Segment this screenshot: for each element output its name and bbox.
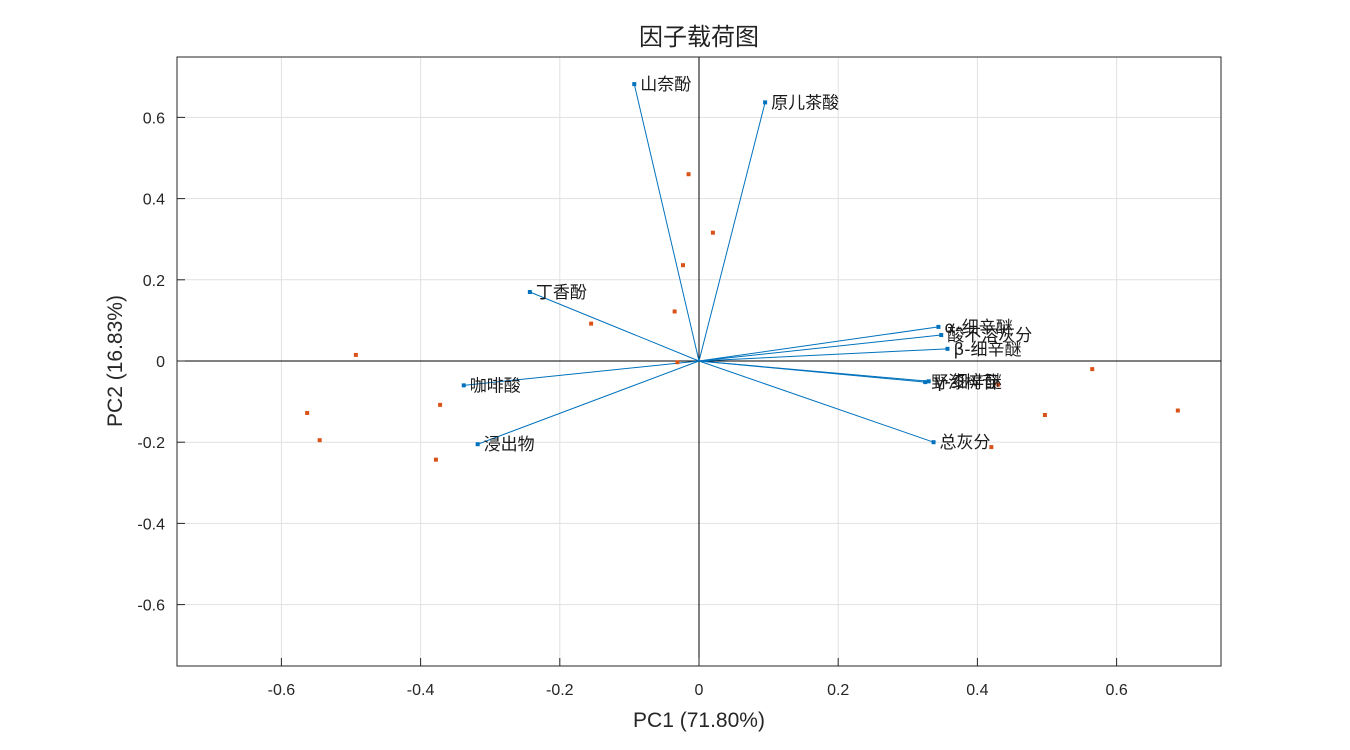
y-tick-label: -0.2 [137, 435, 165, 452]
loading-vector [698, 360, 929, 382]
loading-point [763, 100, 768, 105]
loading-label: 原儿茶酸 [771, 93, 839, 113]
score-point [1175, 408, 1180, 413]
loading-label: 总灰分 [940, 433, 991, 453]
chart-title: 因子载荷图 [639, 23, 759, 51]
loading-point [632, 82, 637, 87]
x-tick-label: 0 [695, 682, 704, 699]
loading-vector [529, 291, 700, 362]
loading-vector [698, 102, 766, 362]
score-point [672, 309, 677, 314]
loading-vector [698, 334, 942, 362]
x-tick-label: -0.6 [268, 682, 296, 699]
loading-vector [633, 83, 700, 362]
loading-point [931, 440, 936, 445]
y-axis-label: PC2 (16.83%) [104, 295, 127, 427]
loading-label: 酸不溶灰分 [947, 326, 1032, 346]
score-point [680, 263, 685, 268]
loading-vector [698, 348, 948, 362]
y-tick-label: 0 [156, 354, 165, 371]
loading-point [527, 289, 532, 294]
loading-vector [698, 360, 934, 443]
loading-label: 丁香酚 [536, 283, 587, 303]
score-point [1042, 412, 1047, 417]
score-point [996, 382, 1001, 387]
x-tick-label: 0.4 [966, 682, 988, 699]
y-tick-label: 0.2 [143, 273, 165, 290]
x-tick-label: -0.2 [546, 682, 574, 699]
loading-point [926, 379, 931, 384]
loading-label: 浸出物 [484, 435, 535, 455]
loading-label: 山奈酚 [640, 75, 691, 95]
score-point [675, 360, 680, 365]
score-point [353, 352, 358, 357]
loading-vectors [461, 82, 950, 447]
y-tick-label: 0.6 [143, 110, 165, 127]
loading-label: γ-细辛醚 [935, 372, 1002, 392]
score-point [589, 321, 594, 326]
loading-point [923, 380, 928, 385]
loading-label: α-细辛醚 [944, 318, 1012, 338]
score-point [317, 438, 322, 443]
x-tick-label: 0.2 [827, 682, 849, 699]
score-point [710, 230, 715, 235]
y-tick-label: -0.4 [137, 516, 165, 533]
score-point [438, 402, 443, 407]
score-points [305, 172, 1180, 462]
loading-point [936, 324, 941, 329]
loading-vector [477, 360, 700, 445]
tick-labels: -0.6 -0.4 -0.2 0 0.2 0.4 0.6 -0.6 -0.4 -0.2 0 0.2 0.… [137, 110, 1127, 699]
loading-point [461, 383, 466, 388]
y-tick-label: 0.4 [143, 192, 165, 209]
score-point [305, 410, 310, 415]
loading-label: 野漆树苷 [931, 373, 999, 393]
score-point [1090, 367, 1095, 372]
loading-point [475, 442, 480, 447]
y-tick-label: -0.6 [137, 598, 165, 615]
x-axis-label: PC1 (71.80%) [633, 709, 765, 732]
score-point [433, 457, 438, 462]
loading-point [945, 346, 950, 351]
score-point [686, 172, 691, 177]
loading-vector [463, 360, 700, 386]
x-tick-label: -0.4 [407, 682, 435, 699]
loading-point [939, 333, 944, 338]
plot-frame [176, 56, 1222, 667]
x-tick-label: 0.6 [1105, 682, 1127, 699]
loading-label: β-细辛醚 [953, 340, 1021, 360]
score-point [989, 445, 994, 450]
loading-label: 咖啡酸 [470, 376, 521, 396]
loading-vector [698, 326, 939, 362]
